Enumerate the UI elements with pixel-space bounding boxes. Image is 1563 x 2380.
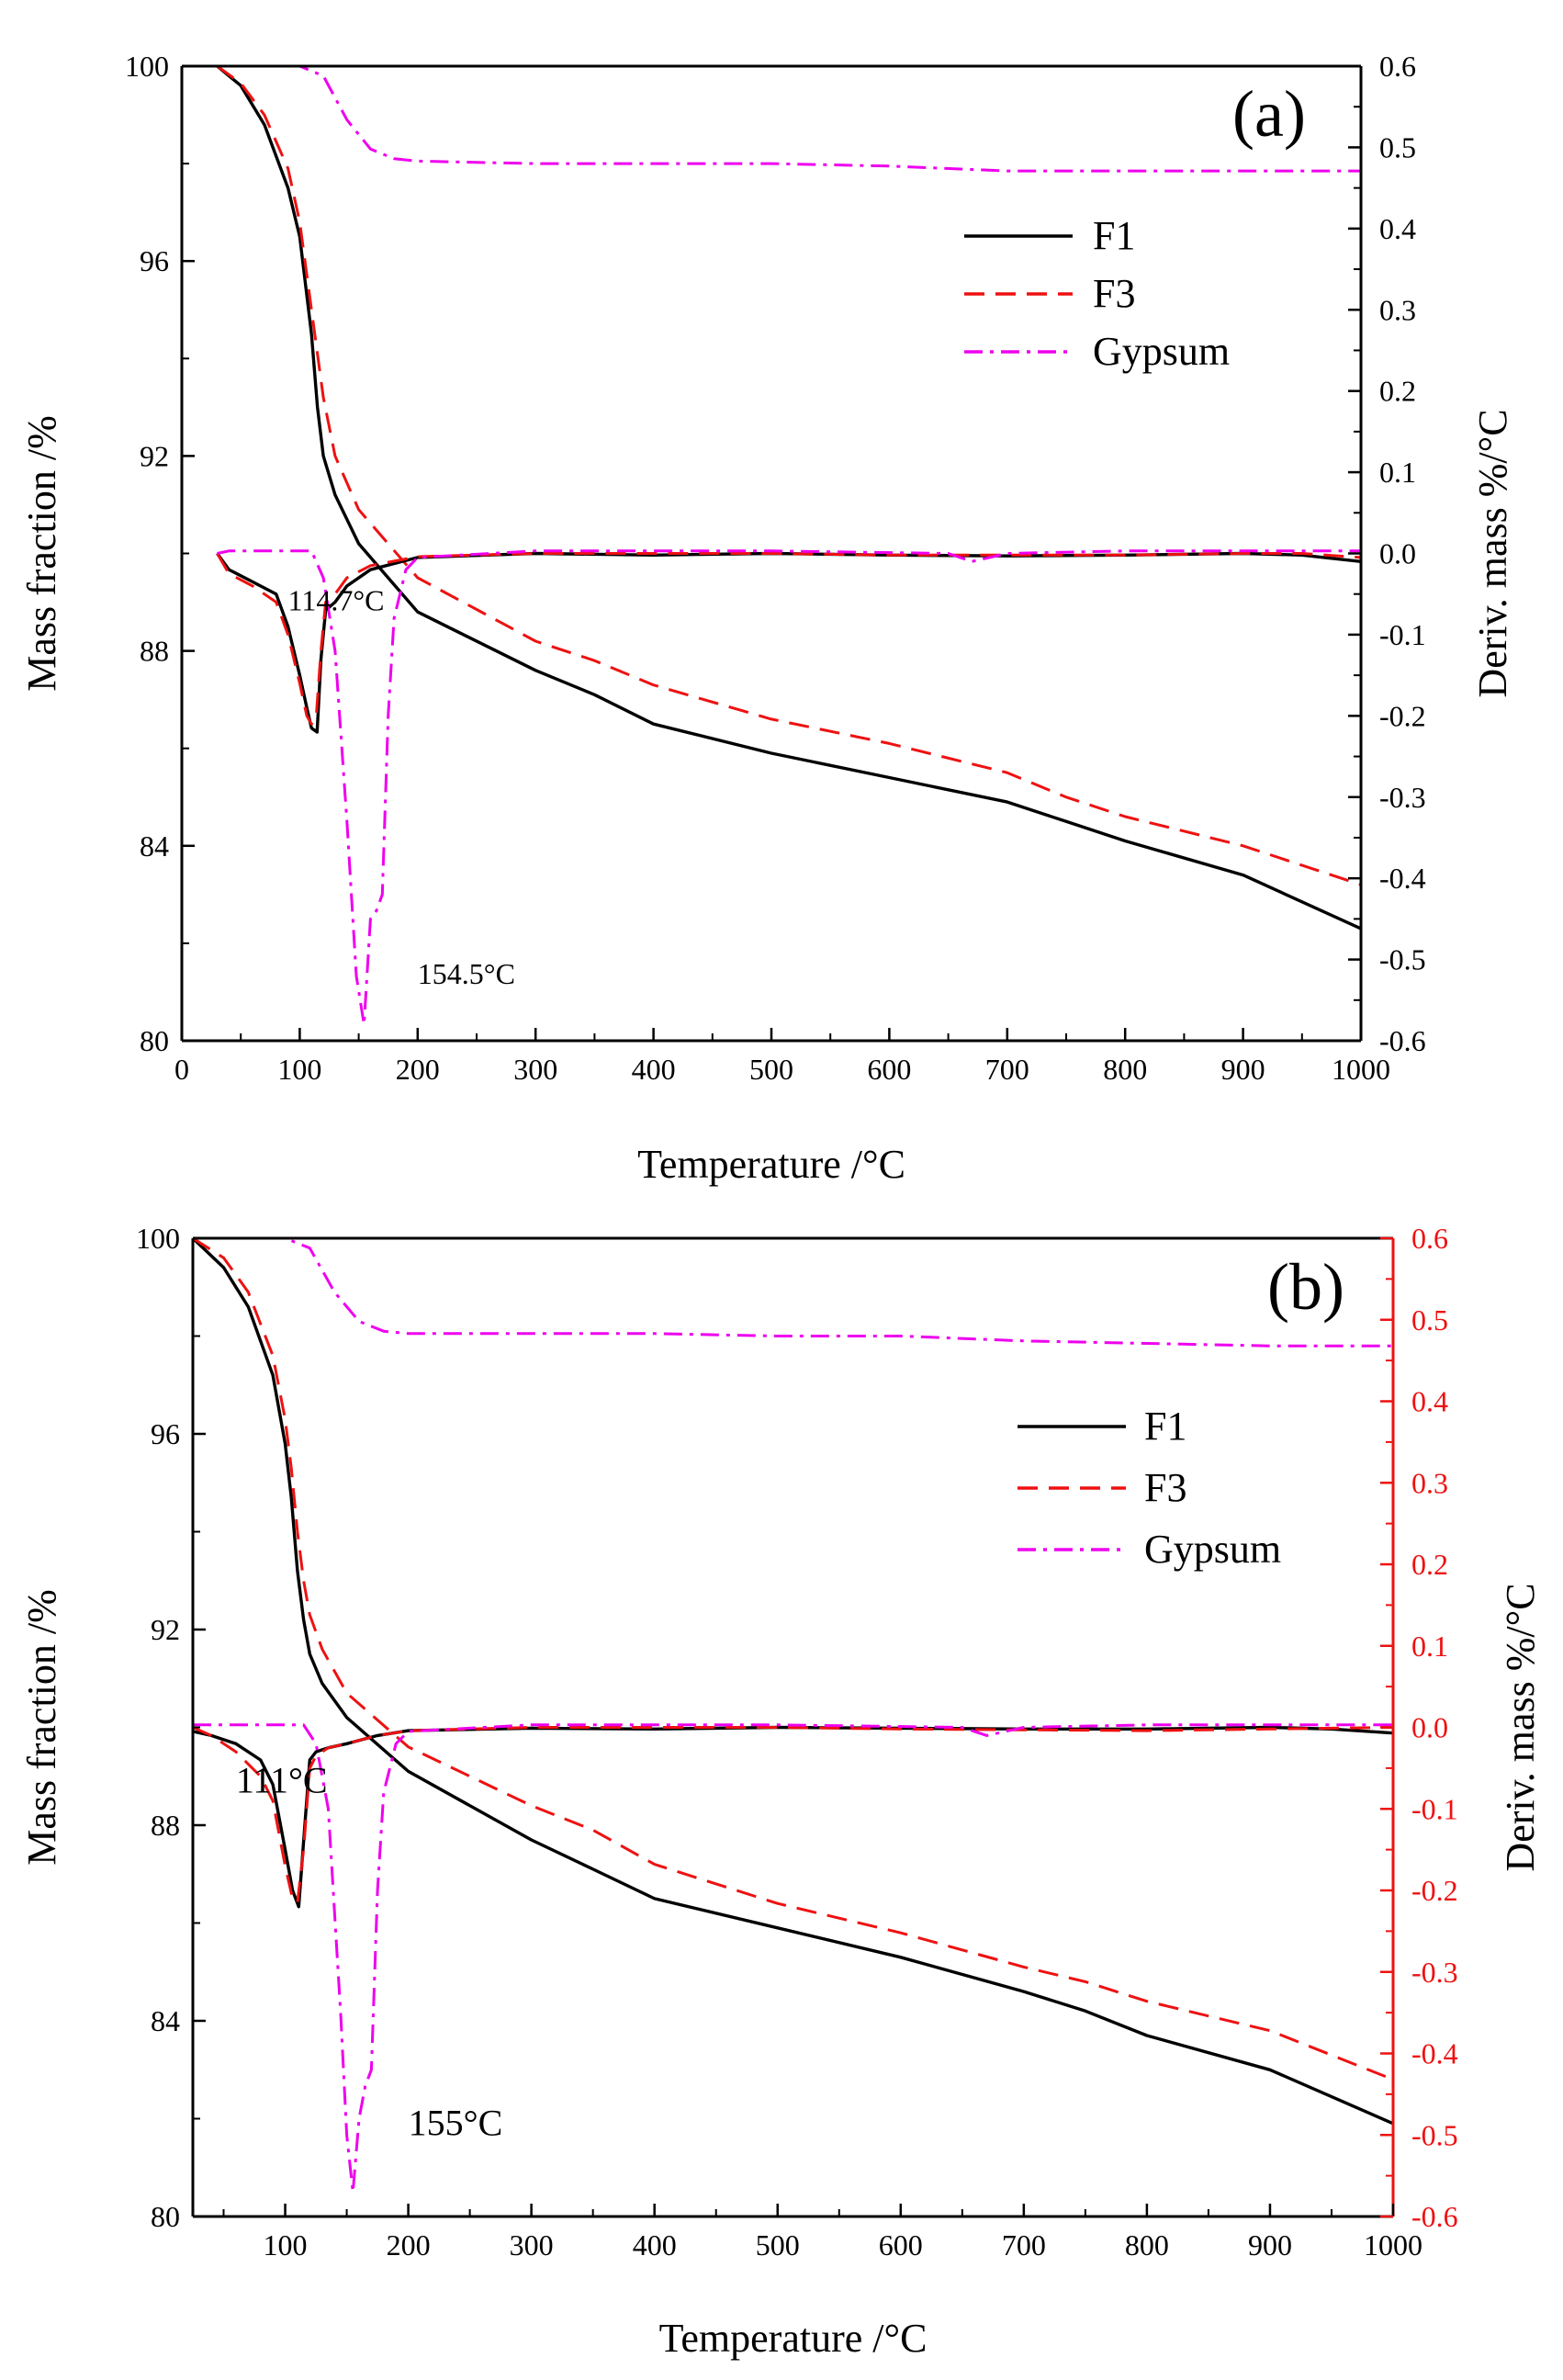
series-line-f1 xyxy=(216,66,1361,931)
series-line-gypsum xyxy=(217,66,1361,173)
y2-tick-label: -0.2 xyxy=(1411,1874,1458,1907)
series-line-f3 xyxy=(216,66,1361,886)
x-tick-label: 1000 xyxy=(1364,2228,1422,2262)
y2-axis-label: Deriv. mass %/°C xyxy=(1498,1583,1543,1871)
series-group xyxy=(193,1238,1393,2194)
y2-tick-label: 0.4 xyxy=(1379,212,1416,245)
y2-tick-label: 0.6 xyxy=(1411,1222,1448,1255)
y2-tick-label: -0.6 xyxy=(1379,1024,1426,1057)
x-tick-label: 500 xyxy=(749,1053,793,1086)
x-tick-label: 600 xyxy=(879,2228,923,2262)
x-tick-label: 800 xyxy=(1125,2228,1169,2262)
x-tick-label: 100 xyxy=(264,2228,308,2262)
y-tick-label: 100 xyxy=(136,1222,180,1255)
y-tick-label: 80 xyxy=(151,2200,180,2233)
series-line-f1-deriv xyxy=(193,1725,1393,1909)
x-tick-label: 1000 xyxy=(1332,1053,1390,1086)
series-group xyxy=(216,66,1361,1026)
y-tick-label: 92 xyxy=(140,439,169,472)
y2-tick-label: -0.1 xyxy=(1411,1792,1458,1825)
y2-tick-label: -0.4 xyxy=(1379,862,1426,895)
y2-tick-label: 0.6 xyxy=(1379,50,1416,83)
y-tick-label: 88 xyxy=(151,1809,180,1842)
y-tick-label: 80 xyxy=(140,1024,169,1057)
y-tick-label: 88 xyxy=(140,635,169,668)
y-tick-label: 92 xyxy=(151,1613,180,1646)
x-tick-label: 900 xyxy=(1221,1053,1265,1086)
annotation-peak-1: 114.7°C xyxy=(288,583,385,616)
series-line-f1 xyxy=(193,1238,1393,2126)
x-tick-label: 300 xyxy=(513,1053,557,1086)
y2-tick-label: 0.0 xyxy=(1411,1711,1448,1744)
y2-tick-label: 0.3 xyxy=(1411,1466,1448,1499)
y2-tick-label: -0.3 xyxy=(1411,1956,1458,1989)
legend-label-gypsum: Gypsum xyxy=(1144,1527,1281,1572)
y2-tick-label: -0.5 xyxy=(1379,943,1426,976)
y2-tick-label: 0.0 xyxy=(1379,537,1416,570)
y2-tick-label: -0.5 xyxy=(1411,2118,1458,2151)
y2-tick-label: -0.6 xyxy=(1411,2200,1458,2233)
annotation-peak-1: 111°C xyxy=(236,1760,328,1801)
x-tick-label: 300 xyxy=(510,2228,554,2262)
x-tick-label: 500 xyxy=(756,2228,800,2262)
x-tick-label: 200 xyxy=(387,2228,431,2262)
legend-label-f1: F1 xyxy=(1144,1404,1186,1449)
x-tick-label: 400 xyxy=(632,1053,676,1086)
legend-label-f1: F1 xyxy=(1093,213,1135,258)
legend-label-f3: F3 xyxy=(1093,271,1135,316)
y2-axis-label: Deriv. mass %/°C xyxy=(1470,409,1515,697)
x-tick-label: 200 xyxy=(396,1053,440,1086)
y2-tick-label: 0.1 xyxy=(1379,456,1416,489)
x-tick-label: 100 xyxy=(277,1053,321,1086)
y-axis-label: Mass fraction /% xyxy=(19,415,64,692)
y2-tick-label: 0.2 xyxy=(1379,375,1416,408)
y-axis-label: Mass fraction /% xyxy=(19,1589,64,1866)
y-tick-label: 84 xyxy=(151,2004,180,2037)
legend-label-f3: F3 xyxy=(1144,1465,1186,1510)
series-line-f3-deriv xyxy=(193,1726,1393,1904)
y2-tick-label: 0.5 xyxy=(1379,130,1416,164)
x-tick-label: 700 xyxy=(1002,2228,1046,2262)
x-tick-label: 900 xyxy=(1248,2228,1292,2262)
x-tick-label: 700 xyxy=(985,1053,1029,1086)
y2-tick-label: 0.1 xyxy=(1411,1630,1448,1663)
panel-b: 100 200 300 400 500 600 700 800 900 1000 80 84 88 92 9… xyxy=(19,1222,1543,2361)
panel-label: (a) xyxy=(1232,77,1306,151)
y-tick-label: 100 xyxy=(125,50,169,83)
x-tick-label: 400 xyxy=(633,2228,677,2262)
x-tick-label: 800 xyxy=(1103,1053,1147,1086)
series-line-f3-deriv xyxy=(216,552,1361,726)
panel-label: (b) xyxy=(1267,1250,1344,1324)
y2-tick-label: 0.4 xyxy=(1411,1385,1448,1418)
y2-tick-label: -0.3 xyxy=(1379,781,1426,814)
y2-tick-label: -0.2 xyxy=(1379,699,1426,732)
y2-tick-label: 0.5 xyxy=(1411,1303,1448,1337)
x-tick-label: 600 xyxy=(867,1053,911,1086)
annotation-peak-2: 155°C xyxy=(409,2102,503,2143)
legend-label-gypsum: Gypsum xyxy=(1093,329,1230,374)
x-axis-label: Temperature /°C xyxy=(637,1142,905,1187)
y-tick-label: 96 xyxy=(140,244,169,277)
y2-tick-label: 0.2 xyxy=(1411,1548,1448,1581)
series-line-gypsum xyxy=(193,1238,1393,1348)
series-line-f3 xyxy=(193,1238,1393,2081)
annotation-peak-2: 154.5°C xyxy=(418,957,515,990)
y2-tick-label: -0.4 xyxy=(1411,2037,1458,2070)
series-line-gypsum-deriv xyxy=(217,549,1361,1026)
y-tick-label: 84 xyxy=(140,829,169,863)
x-axis-label: Temperature /°C xyxy=(659,2316,928,2361)
series-line-gypsum-deriv xyxy=(193,1723,1393,2194)
x-tick-label: 0 xyxy=(174,1053,189,1086)
y2-tick-label: -0.1 xyxy=(1379,618,1426,651)
y-tick-label: 96 xyxy=(151,1417,180,1450)
panel-a: 0 100 200 300 400 500 600 700 800 900 1000 80 84 88 92… xyxy=(19,50,1515,1187)
y2-tick-label: 0.3 xyxy=(1379,293,1416,326)
